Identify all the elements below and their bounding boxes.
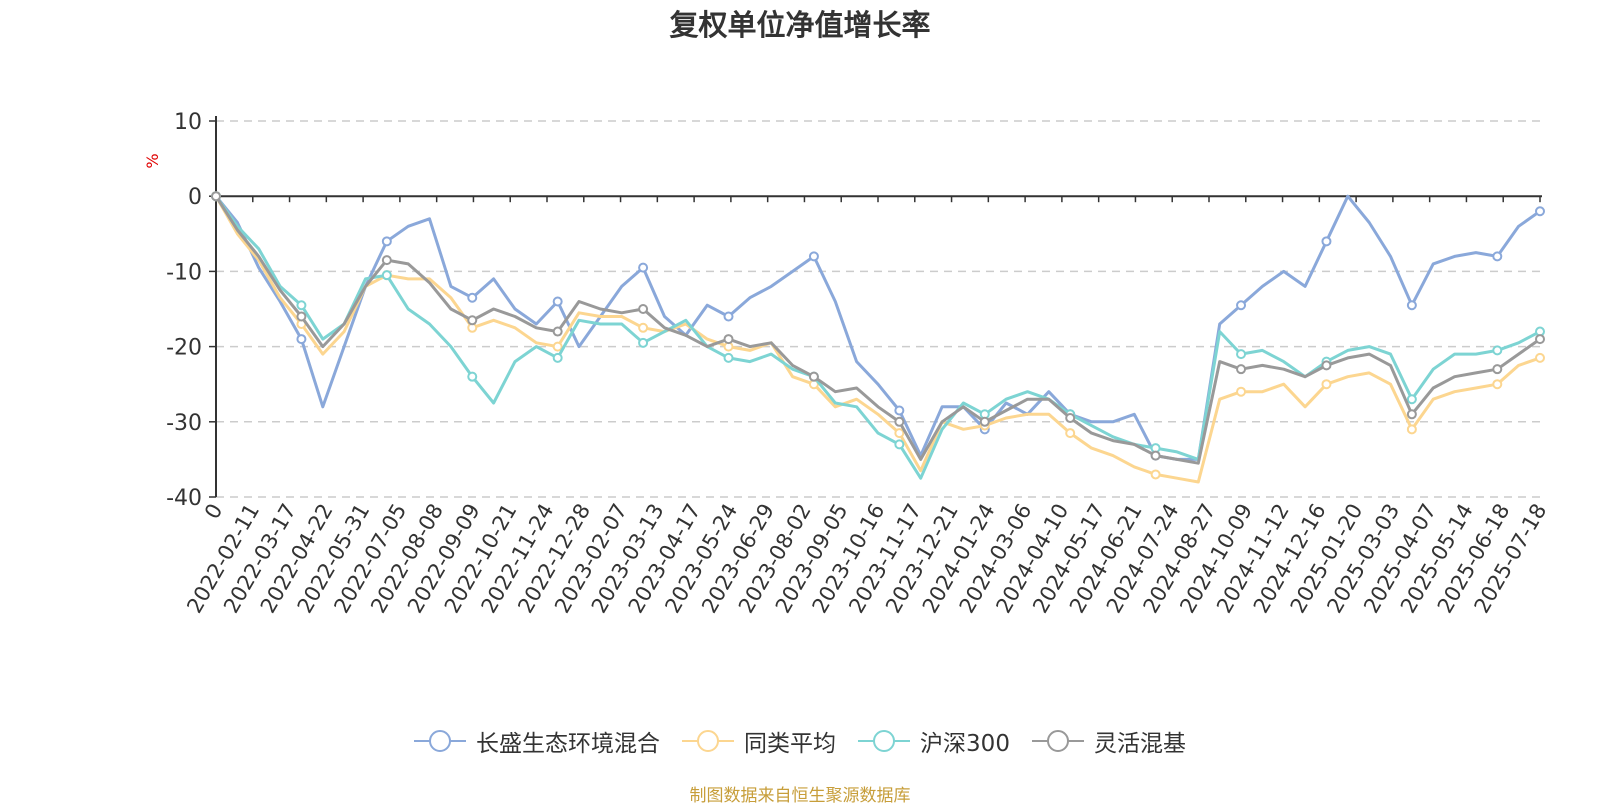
y-tick-label: -10 [166,260,202,285]
series-point-3 [552,352,563,363]
series-point-4 [296,311,307,322]
series-point-2 [1150,469,1161,480]
legend-label: 沪深300 [920,731,1010,757]
series-point-1 [1321,236,1332,247]
series-point-3 [638,337,649,348]
series-point-3 [1236,349,1247,360]
series-point-2 [894,428,905,439]
series-point-2 [1321,379,1332,390]
y-axis-label: % [143,153,162,168]
legend-marker-icon [1031,728,1084,754]
series-point-3 [1492,345,1503,356]
legend-item[interactable]: 沪深300 [858,724,1010,758]
source-note: 制图数据来自恒生聚源数据库 [689,786,911,806]
series-point-1 [381,236,392,247]
series-line-2 [214,195,1541,484]
series-point-3 [381,270,392,281]
series-point-4 [723,334,734,345]
series-point-4 [638,304,649,314]
y-tick-label: 10 [174,110,202,135]
series-point-4 [552,326,563,337]
series-point-1 [1492,251,1503,262]
series-point-4 [1065,413,1076,424]
y-tick-label: -30 [166,411,202,436]
series-point-3 [723,352,734,363]
series-point-4 [808,371,819,382]
series-point-4 [1535,334,1545,345]
legend-item[interactable]: 长盛生态环境混合 [414,724,660,758]
series-point-4 [1492,364,1503,375]
series-point-1 [467,292,478,303]
series-point-2 [1406,424,1417,435]
series-point-4 [1406,409,1417,420]
series-point-1 [296,334,307,345]
series-point-2 [1535,352,1545,363]
series-point-1 [1236,300,1247,311]
y-tick-label: -20 [166,336,202,361]
series-point-2 [1492,379,1503,390]
series-point-4 [894,416,905,427]
series-point-2 [638,322,649,333]
series-line-1 [214,194,1541,461]
series-line-3 [214,195,1541,480]
series-point-3 [296,300,307,311]
series-point-1 [808,251,819,262]
y-tick-label: 0 [188,185,202,210]
series-point-4 [211,191,221,202]
legend-marker-icon [414,728,467,754]
series-point-4 [1236,364,1247,375]
legend-marker-icon [682,728,735,754]
series-point-1 [723,311,734,322]
series-point-4 [467,315,478,326]
series-point-1 [1535,206,1545,217]
series-point-3 [467,371,478,382]
series-point-4 [979,416,990,427]
legend-item[interactable]: 灵活混基 [1031,724,1186,758]
series-line-4 [214,195,1541,465]
series-point-2 [1236,386,1247,397]
chart-title: 复权单位净值增长率 [669,8,931,42]
series-point-3 [894,439,905,450]
legend-label: 灵活混基 [1093,731,1186,757]
series-point-3 [1406,394,1417,405]
y-tick-label: -40 [166,486,202,511]
series-point-2 [1065,428,1076,439]
series-point-1 [894,405,905,416]
series-point-2 [552,341,563,352]
series-point-1 [1406,300,1417,311]
legend-label: 长盛生态环境混合 [476,731,661,757]
chart-legend[interactable]: 长盛生态环境混合 同类平均 沪深300 灵活混基 [0,724,1600,758]
legend-item[interactable]: 同类平均 [682,724,836,758]
series-point-1 [552,296,563,307]
series-point-4 [1150,450,1161,461]
series-point-1 [638,262,649,273]
x-tick-label: 0 [200,500,227,524]
legend-marker-icon [858,728,911,754]
series-point-4 [1321,360,1332,371]
legend-label: 同类平均 [744,731,837,757]
series-point-4 [381,255,392,266]
